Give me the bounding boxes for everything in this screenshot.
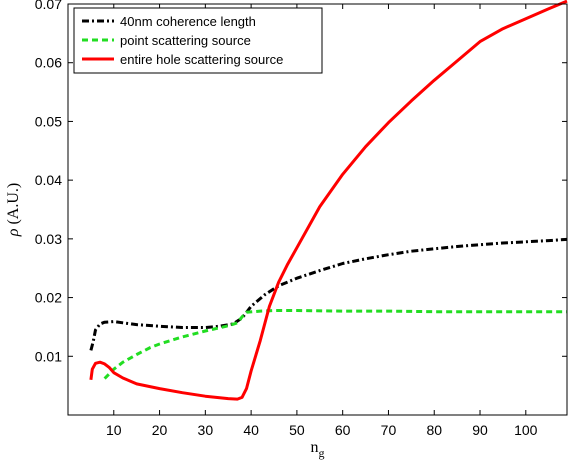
- legend-label-40nm-coherence-length: 40nm coherence length: [120, 14, 256, 29]
- tick-labels: 10 20 30 40 50 60 70 80 90 100 0.01 0.02 0.03 0.04 0.0…: [35, 0, 538, 438]
- tick-marks: [68, 3, 567, 415]
- legend-box: [73, 7, 323, 74]
- legend-label-point-scattering-source: point scattering source: [120, 33, 251, 48]
- series-line-point-scattering-source: [103, 309, 567, 380]
- x-tick-label: 20: [152, 422, 168, 438]
- legend: 40nm coherence length point scattering so…: [73, 7, 323, 74]
- y-tick-label: 0.06: [35, 55, 62, 71]
- x-tick-label: 80: [426, 422, 442, 438]
- series-line-40nm-coherence-length: [89, 237, 568, 351]
- x-tick-label: 50: [289, 422, 305, 438]
- x-axis-label: ng: [311, 439, 325, 460]
- plot-frame: [67, 3, 568, 416]
- y-tick-label: 0.04: [35, 172, 62, 188]
- y-tick-label: 0.02: [35, 290, 62, 306]
- series-line-entire-hole-scattering-source: [89, 0, 568, 401]
- y-tick-label: 0.07: [35, 0, 62, 12]
- x-tick-label: 90: [472, 422, 488, 438]
- legend-label-entire-hole-scattering-source: entire hole scattering source: [120, 52, 283, 67]
- x-tick-label: 30: [198, 422, 214, 438]
- y-tick-label: 0.01: [35, 348, 62, 364]
- series-lines: [89, 0, 568, 401]
- y-axis-label: ρ(A.U.): [5, 183, 22, 237]
- x-tick-label: 40: [243, 422, 259, 438]
- x-tick-label: 10: [106, 422, 122, 438]
- x-tick-label: 100: [514, 422, 538, 438]
- y-tick-label: 0.03: [35, 231, 62, 247]
- y-tick-label: 0.05: [35, 113, 62, 129]
- x-tick-label: 60: [335, 422, 351, 438]
- x-tick-label: 70: [381, 422, 397, 438]
